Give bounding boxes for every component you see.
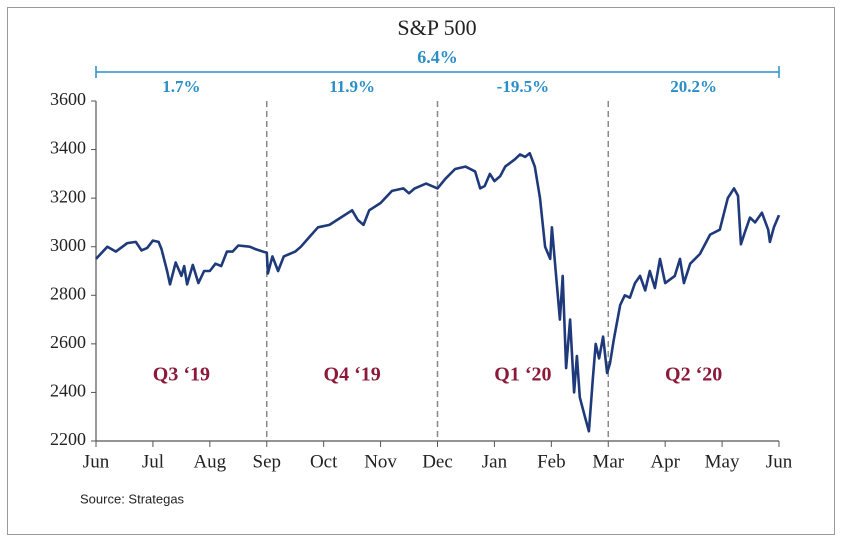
quarter-label: Q4 ‘19 bbox=[324, 364, 381, 386]
overall-return: 6.4% bbox=[417, 47, 458, 67]
quarter-label: Q2 ‘20 bbox=[665, 364, 722, 386]
x-tick-label: Jun bbox=[83, 451, 110, 472]
x-tick-label: Oct bbox=[310, 451, 338, 472]
x-tick-label: Nov bbox=[364, 451, 397, 472]
x-tick-label: Dec bbox=[422, 451, 453, 472]
y-tick-label: 3000 bbox=[50, 235, 86, 255]
quarter-label: Q3 ‘19 bbox=[153, 364, 210, 386]
quarter-return: 11.9% bbox=[329, 77, 375, 96]
x-tick-label: Jun bbox=[766, 451, 793, 472]
x-tick-label: Sep bbox=[253, 451, 282, 472]
price-line bbox=[95, 151, 781, 433]
x-tick-label: Aug bbox=[193, 451, 226, 472]
x-tick-label: May bbox=[705, 451, 740, 472]
chart-title: S&P 500 bbox=[397, 15, 476, 40]
y-tick-label: 2600 bbox=[50, 332, 86, 352]
y-tick-label: 2400 bbox=[50, 381, 86, 401]
quarter-return: -19.5% bbox=[497, 77, 549, 96]
quarter-return: 1.7% bbox=[162, 77, 200, 96]
x-tick-label: Apr bbox=[650, 451, 680, 472]
x-tick-label: Jul bbox=[142, 451, 164, 472]
x-tick-label: Jan bbox=[482, 451, 508, 472]
y-tick-label: 3200 bbox=[50, 186, 86, 206]
quarter-return: 20.2% bbox=[670, 77, 717, 96]
source: Source: Strategas bbox=[80, 491, 185, 506]
y-tick-label: 2200 bbox=[50, 429, 86, 449]
x-tick-label: Feb bbox=[537, 451, 566, 472]
x-tick-label: Mar bbox=[592, 451, 624, 472]
y-tick-label: 3600 bbox=[50, 89, 86, 109]
frame bbox=[7, 7, 835, 535]
quarter-label: Q1 ‘20 bbox=[494, 364, 551, 386]
y-tick-label: 3400 bbox=[50, 138, 86, 158]
y-tick-label: 2800 bbox=[50, 283, 86, 303]
